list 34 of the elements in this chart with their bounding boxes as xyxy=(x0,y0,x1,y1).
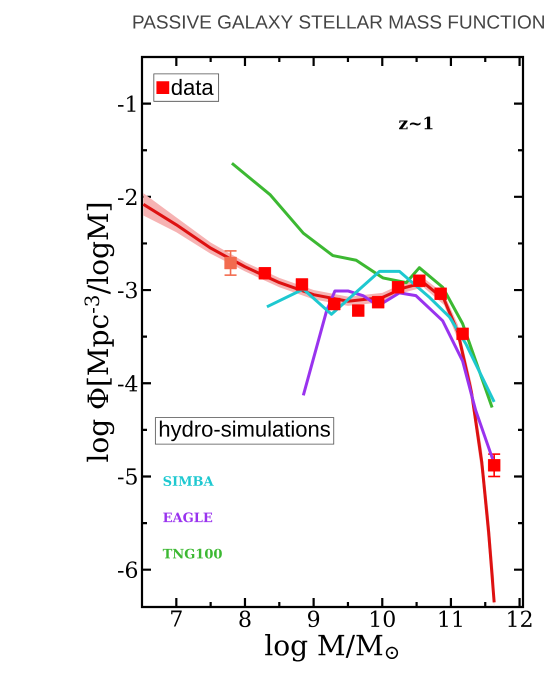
text: TNG100 xyxy=(162,548,222,559)
y-tick-label: -3 xyxy=(118,282,137,298)
x-tick-label: 9 xyxy=(308,610,320,628)
line-series xyxy=(230,162,494,410)
y-tick-label: -6 xyxy=(118,561,138,578)
point xyxy=(328,298,340,310)
y-tick-label: -4 xyxy=(118,375,138,392)
point xyxy=(258,267,272,280)
point xyxy=(434,288,447,300)
legend-title: hydro-simulations xyxy=(160,420,330,442)
y-axis-title: log Φ[Mpc$^{-3}$/logM] xyxy=(84,204,114,462)
point xyxy=(392,281,404,294)
y-tick-label: -5 xyxy=(118,468,137,485)
text: SIMBA xyxy=(164,476,214,486)
x-tick-label: 12 xyxy=(508,610,532,627)
text: EAGLE xyxy=(163,512,212,522)
legend-label: data xyxy=(172,78,214,96)
x-tick-label: 7 xyxy=(171,610,182,627)
point xyxy=(352,304,364,317)
y-tick-label: -1 xyxy=(118,95,136,112)
point xyxy=(296,278,308,291)
x-tick-label: 8 xyxy=(239,610,250,628)
point xyxy=(456,328,469,340)
point xyxy=(413,274,426,287)
x-tick-label: 11 xyxy=(440,610,462,627)
x-axis-title: log M/M$_{⊙}$ xyxy=(265,634,398,662)
line-series xyxy=(265,270,496,404)
annotation: z~1 xyxy=(399,116,433,130)
point xyxy=(488,459,500,472)
point xyxy=(372,296,384,308)
y-tick-label: -2 xyxy=(118,188,136,205)
chart-title: PASSIVE GALAXY STELLAR MASS FUNCTION xyxy=(134,15,544,29)
point xyxy=(224,256,237,270)
x-tick-label: 10 xyxy=(370,610,395,628)
